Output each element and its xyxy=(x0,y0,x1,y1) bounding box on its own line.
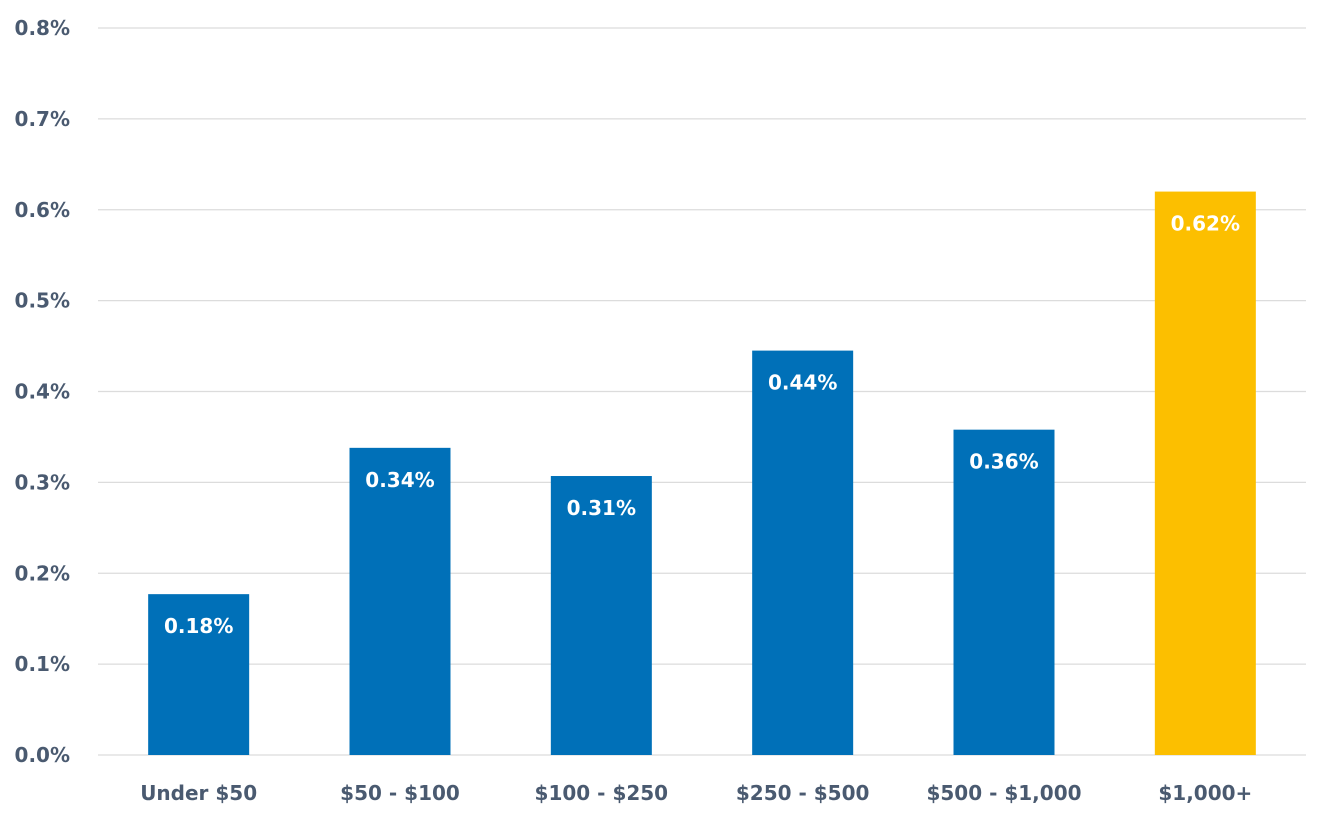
y-tick-label: 0.1% xyxy=(15,652,70,676)
y-tick-label: 0.8% xyxy=(15,16,70,40)
x-axis-categories: Under $50 $50 - $100 $100 - $250 $250 - $50… xyxy=(140,781,1252,805)
y-tick-label: 0.6% xyxy=(15,198,70,222)
bar xyxy=(349,447,451,755)
bar xyxy=(148,594,250,755)
bar-value-label: 0.62% xyxy=(1171,212,1240,236)
x-category-label: $100 - $250 xyxy=(535,781,669,805)
y-tick-label: 0.5% xyxy=(15,289,70,313)
bar xyxy=(1154,191,1256,755)
bars xyxy=(148,191,1256,755)
y-tick-label: 0.2% xyxy=(15,561,70,585)
bar-value-label: 0.18% xyxy=(164,614,233,638)
bar xyxy=(953,429,1055,755)
y-tick-label: 0.7% xyxy=(15,107,70,131)
data-labels: 0.18% 0.34% 0.31% 0.44% 0.36% 0.62% xyxy=(164,212,1240,639)
x-category-label: $1,000+ xyxy=(1158,781,1252,805)
bar-value-label: 0.34% xyxy=(365,468,434,492)
bar-value-label: 0.36% xyxy=(969,450,1038,474)
y-axis-ticks: 0.0% 0.1% 0.2% 0.3% 0.4% 0.5% 0.6% 0.7% 0.8% xyxy=(15,16,70,767)
bar-value-label: 0.31% xyxy=(567,496,636,520)
x-category-label: $250 - $500 xyxy=(736,781,870,805)
gridlines xyxy=(98,27,1306,756)
bar-value-label: 0.44% xyxy=(768,371,837,395)
y-tick-label: 0.3% xyxy=(15,470,70,494)
x-category-label: $50 - $100 xyxy=(340,781,460,805)
bar xyxy=(752,350,854,755)
x-category-label: Under $50 xyxy=(140,781,257,805)
x-category-label: $500 - $1,000 xyxy=(926,781,1081,805)
bar xyxy=(550,476,652,755)
y-tick-label: 0.4% xyxy=(15,380,70,404)
y-tick-label: 0.0% xyxy=(15,743,70,767)
